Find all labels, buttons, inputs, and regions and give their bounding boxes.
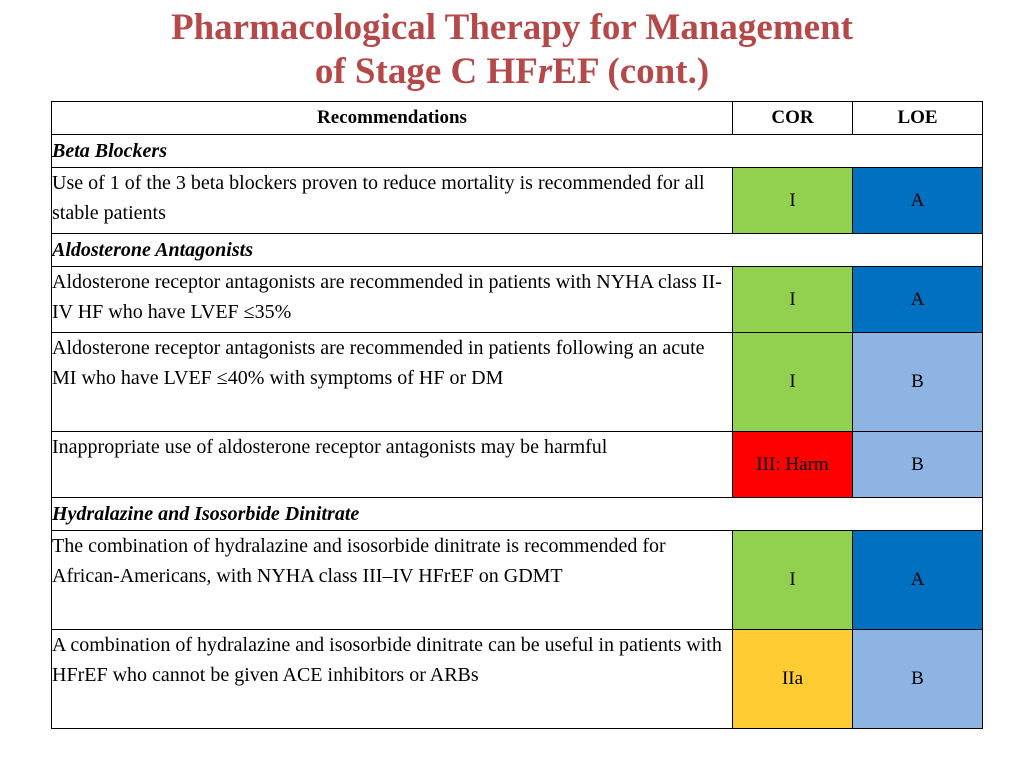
table-row: The combination of hydralazine and isoso… xyxy=(51,530,983,630)
title-line2-italic: r xyxy=(537,51,553,92)
recommendation-text: Inappropriate use of aldosterone recepto… xyxy=(51,431,733,498)
recommendations-table: Recommendations COR LOE Beta Blockers Us… xyxy=(51,101,983,729)
header-cor: COR xyxy=(732,101,853,135)
header-row: Recommendations COR LOE xyxy=(51,101,983,135)
header-loe: LOE xyxy=(852,101,983,135)
table-row: Aldosterone receptor antagonists are rec… xyxy=(51,332,983,432)
section-row: Aldosterone Antagonists xyxy=(51,233,983,267)
cor-cell: I xyxy=(732,167,853,234)
title-line2-start: of Stage C HF xyxy=(314,51,538,92)
loe-cell: B xyxy=(852,332,983,432)
recommendation-text: Aldosterone receptor antagonists are rec… xyxy=(51,266,733,333)
section-hydralazine-isosorbide: Hydralazine and Isosorbide Dinitrate xyxy=(51,497,983,531)
header-recommendations: Recommendations xyxy=(51,101,733,135)
loe-cell: B xyxy=(852,629,983,729)
slide-title: Pharmacological Therapy for Management o… xyxy=(0,6,1024,94)
section-row: Hydralazine and Isosorbide Dinitrate xyxy=(51,497,983,531)
table-row: Use of 1 of the 3 beta blockers proven t… xyxy=(51,167,983,234)
section-row: Beta Blockers xyxy=(51,134,983,168)
loe-cell: A xyxy=(852,266,983,333)
table-row: Inappropriate use of aldosterone recepto… xyxy=(51,431,983,498)
cor-cell: I xyxy=(732,266,853,333)
loe-cell: B xyxy=(852,431,983,498)
recommendation-text: The combination of hydralazine and isoso… xyxy=(51,530,733,630)
table-row: Aldosterone receptor antagonists are rec… xyxy=(51,266,983,333)
loe-cell: A xyxy=(852,167,983,234)
cor-cell: IIa xyxy=(732,629,853,729)
table-row: A combination of hydralazine and isosorb… xyxy=(51,629,983,729)
cor-cell: I xyxy=(732,332,853,432)
cor-cell: I xyxy=(732,530,853,630)
title-line2-end: EF (cont.) xyxy=(552,51,710,92)
loe-cell: A xyxy=(852,530,983,630)
section-beta-blockers: Beta Blockers xyxy=(51,134,983,168)
recommendation-text: Aldosterone receptor antagonists are rec… xyxy=(51,332,733,432)
slide-title-line2: of Stage C HFrEF (cont.) xyxy=(0,50,1024,94)
cor-cell: III: Harm xyxy=(732,431,853,498)
recommendation-text: A combination of hydralazine and isosorb… xyxy=(51,629,733,729)
section-aldosterone-antagonists: Aldosterone Antagonists xyxy=(51,233,983,267)
recommendation-text: Use of 1 of the 3 beta blockers proven t… xyxy=(51,167,733,234)
slide-title-line1: Pharmacological Therapy for Management xyxy=(170,7,853,48)
